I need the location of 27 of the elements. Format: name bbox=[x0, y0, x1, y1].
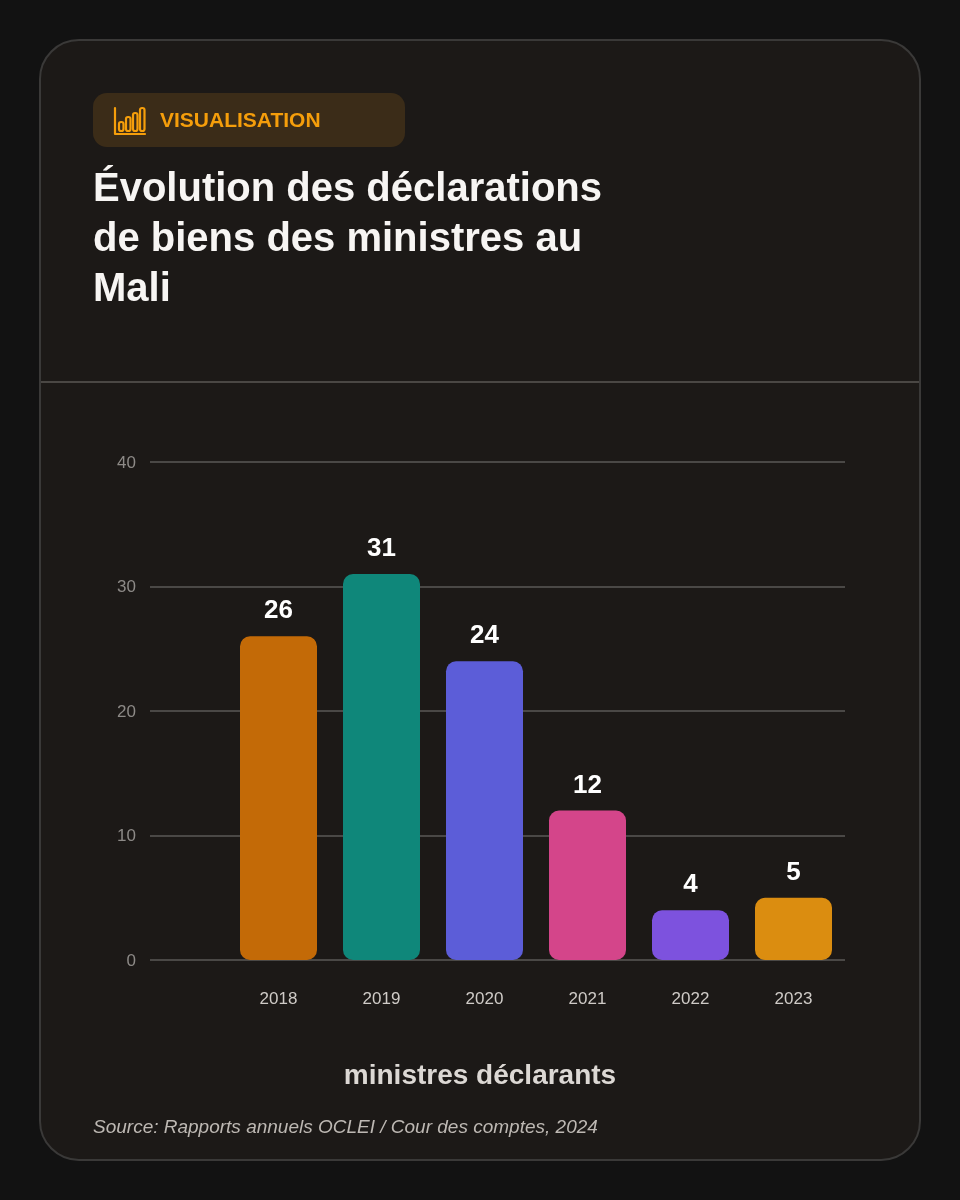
chart-subtitle: VISUALISATION bbox=[160, 107, 321, 133]
x-tick-label: 2020 bbox=[465, 989, 504, 1008]
y-tick-label: 20 bbox=[117, 701, 136, 721]
bar bbox=[343, 574, 420, 960]
data-label: 5 bbox=[786, 855, 801, 886]
x-tick-label: 2018 bbox=[259, 989, 298, 1008]
x-tick-label: 2019 bbox=[362, 989, 401, 1008]
data-label: 31 bbox=[367, 532, 396, 563]
source-note: Source: Rapports annuels OCLEI / Cour des comptes, 2024 bbox=[93, 1116, 598, 1137]
x-axis-title: ministres déclarants bbox=[343, 1058, 617, 1090]
bar bbox=[446, 661, 523, 960]
y-tick-label: 0 bbox=[126, 950, 136, 970]
data-label: 4 bbox=[683, 868, 699, 899]
y-tick-label: 40 bbox=[117, 452, 136, 472]
chart-title: Évolution des déclarations de biens des ministres au Mali bbox=[93, 164, 603, 311]
bar bbox=[549, 810, 626, 960]
bar bbox=[240, 636, 317, 960]
x-tick-label: 2022 bbox=[671, 989, 710, 1008]
bar bbox=[652, 910, 729, 960]
x-tick-label: 2023 bbox=[774, 989, 813, 1008]
y-tick-label: 30 bbox=[117, 577, 136, 596]
data-label: 24 bbox=[470, 619, 500, 650]
y-tick-label: 10 bbox=[117, 826, 136, 845]
data-label: 12 bbox=[573, 768, 602, 799]
data-label: 26 bbox=[264, 594, 293, 625]
x-tick-label: 2021 bbox=[568, 989, 607, 1008]
bar bbox=[755, 897, 832, 960]
